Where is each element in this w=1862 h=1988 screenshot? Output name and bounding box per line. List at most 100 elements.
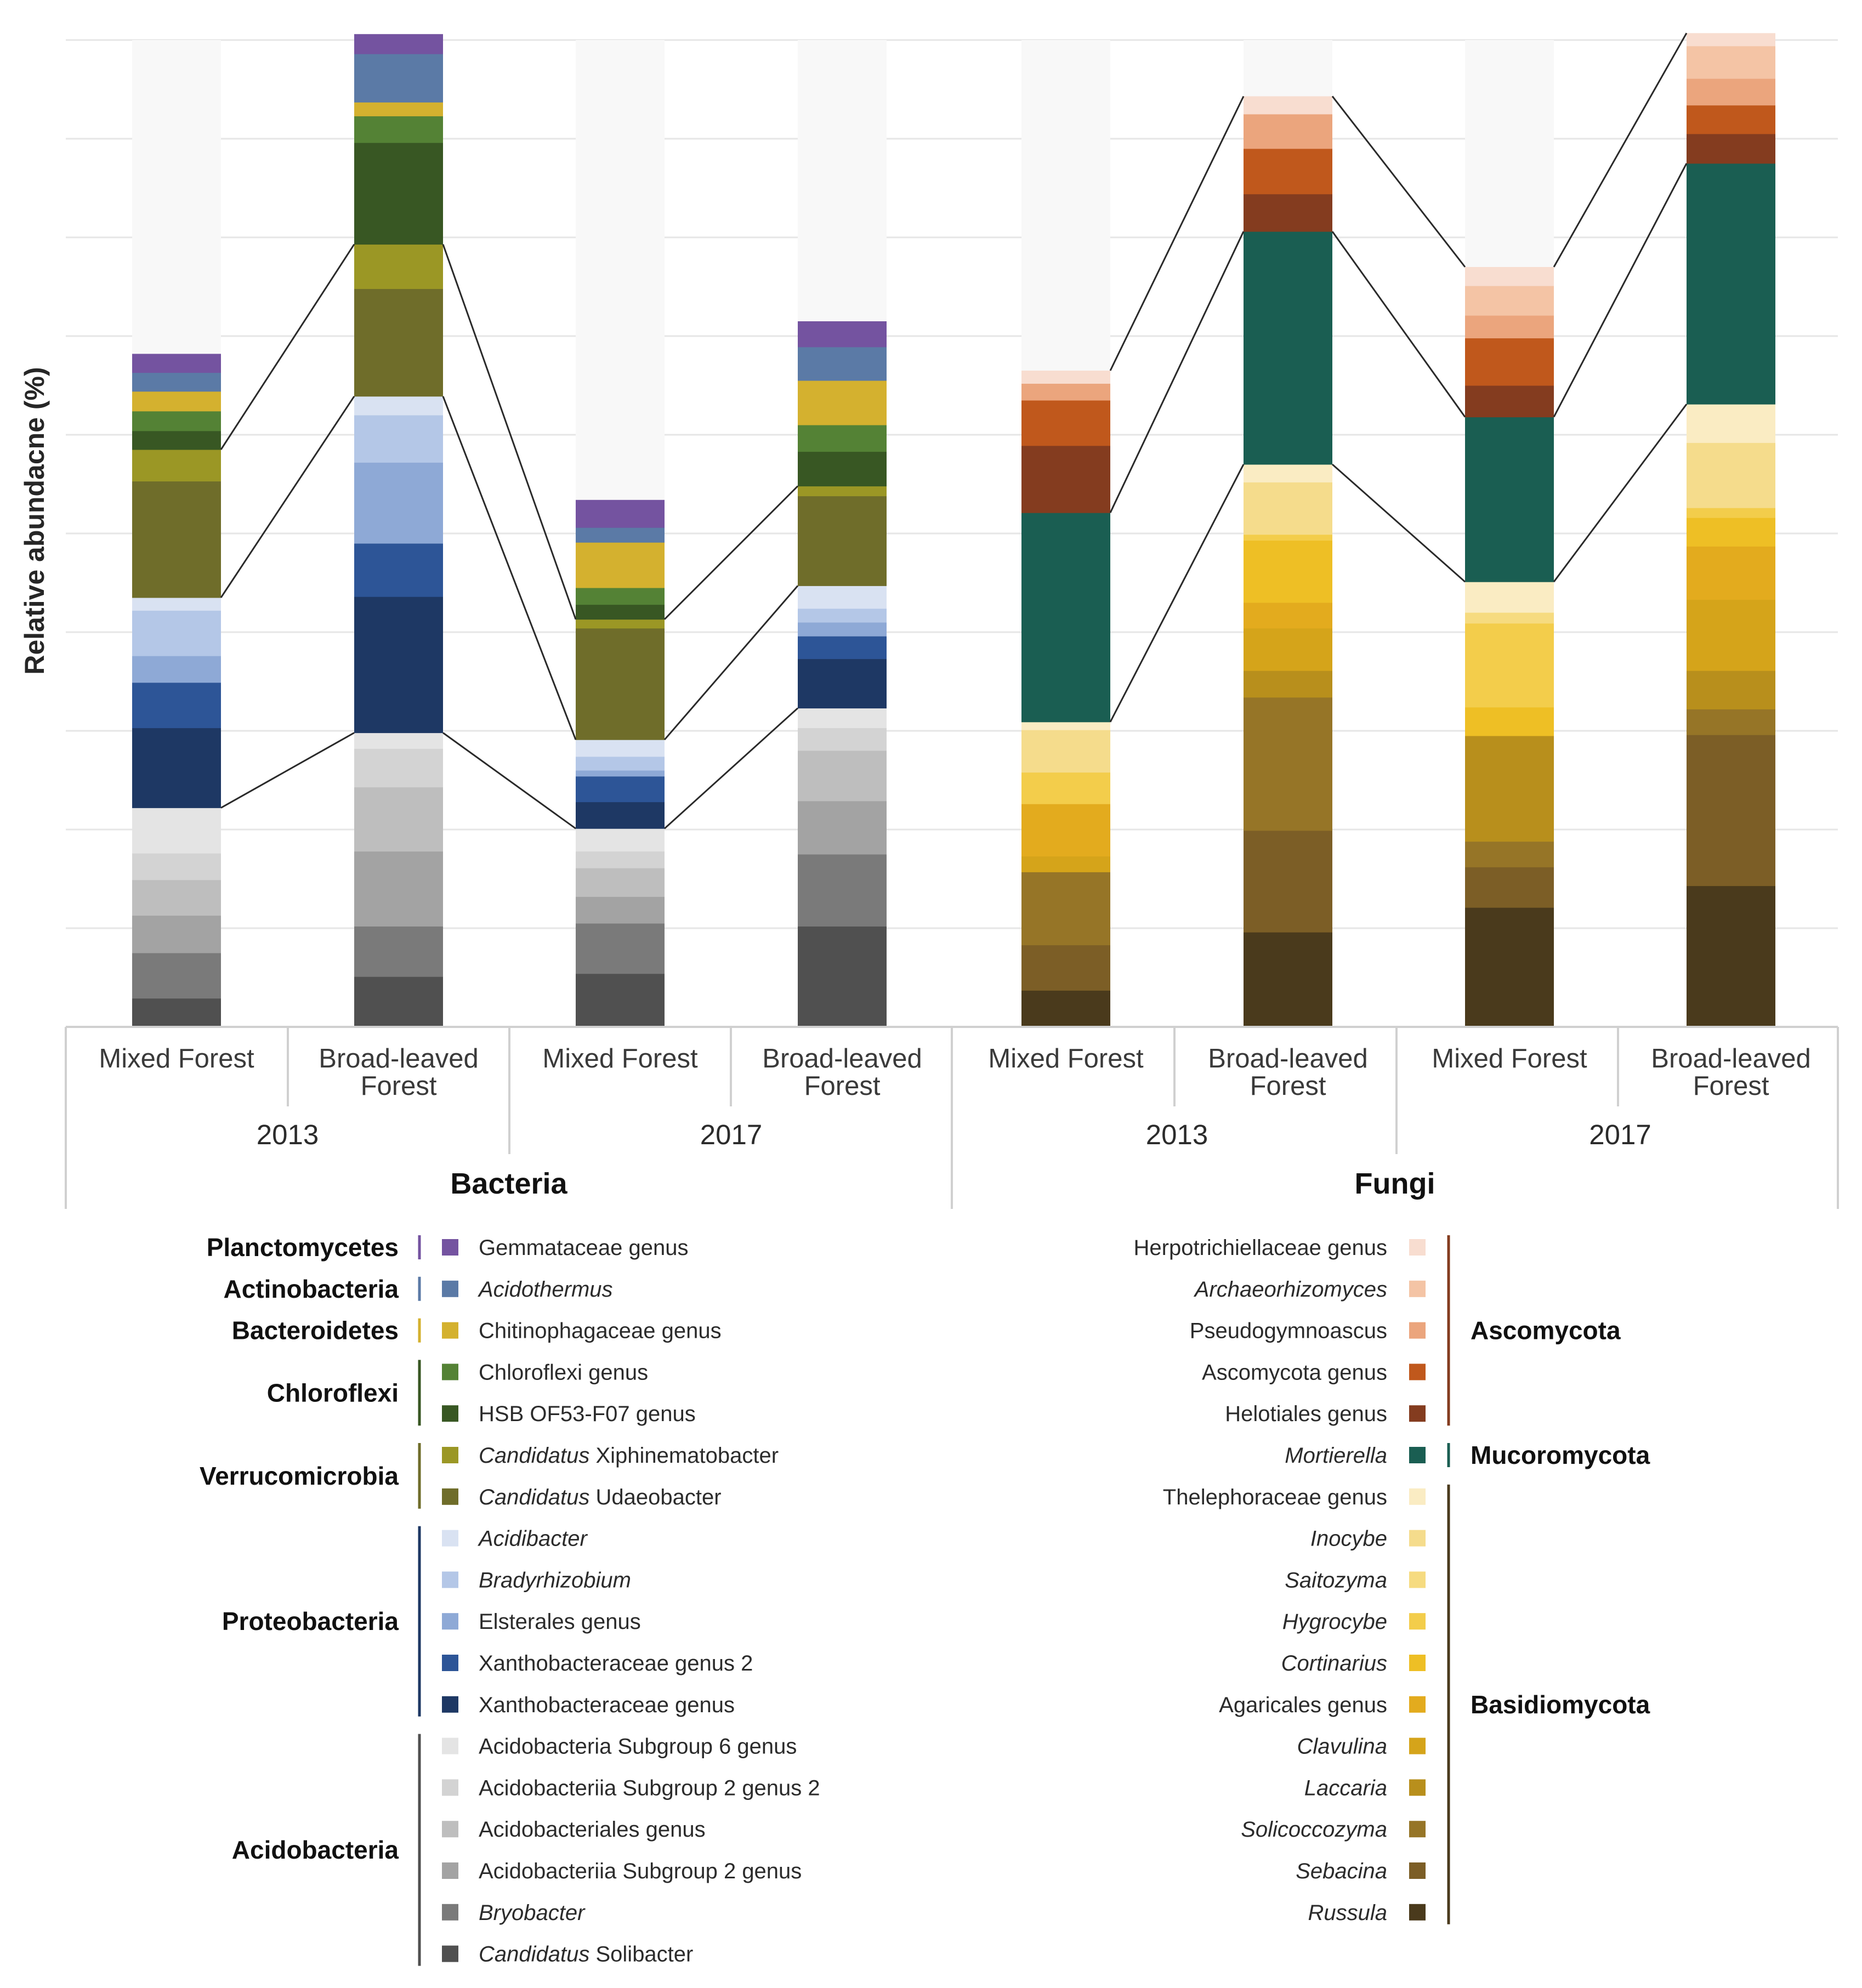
legend-label: Russula <box>1308 1901 1387 1925</box>
connector-line <box>442 244 577 620</box>
bar-segment-gemmataceae-genus <box>798 321 887 348</box>
bar-segment-mortierella <box>1687 163 1775 405</box>
legend-label: Candidatus Udaeobacter <box>479 1485 722 1509</box>
legend-swatch-archaeorhizomyces <box>1409 1280 1426 1297</box>
legend-label: Acidobacteria Subgroup 6 genus <box>479 1735 797 1759</box>
legend-label: Thelephoraceae genus <box>1163 1485 1387 1509</box>
bar-segment-thelephoraceae-genus <box>1244 464 1332 482</box>
legend-label: Candidatus Xiphinematobacter <box>479 1444 779 1468</box>
bar-segment-acidibacter <box>798 586 887 609</box>
bar-segment-inocybe <box>1021 730 1110 773</box>
bar-segment-hygrocybe <box>1465 623 1554 708</box>
connector-line <box>1109 231 1245 513</box>
x-tick-label: Forest <box>1693 1071 1769 1101</box>
bar-segment-solicoccozyma <box>1465 841 1554 867</box>
bar-segment-cortinarius <box>1465 707 1554 736</box>
connector-line <box>1553 404 1688 583</box>
bar-segment-acidobacteriia-subgroup-2-genus-2 <box>576 851 665 868</box>
legend-swatch-gemmataceae-genus <box>442 1239 458 1256</box>
bar-segment-candidatus-solibacter <box>798 926 887 1027</box>
legend-swatch-agaricales-genus <box>1409 1696 1426 1713</box>
bar-segment-agaricales-genus <box>1687 546 1775 600</box>
year-label: 2013 <box>257 1119 319 1150</box>
gridlines <box>66 39 1838 1028</box>
legend-label: Helotiales genus <box>1225 1402 1387 1426</box>
bar-segment-pseudogymnoascus <box>1687 78 1775 106</box>
connector-line <box>220 243 355 450</box>
bar-segment-xanthobacteraceae-genus-2 <box>354 543 443 597</box>
bars <box>132 33 1775 1027</box>
legend-label: Bradyrhizobium <box>479 1568 631 1592</box>
bar-segment-cortinarius <box>1244 540 1332 603</box>
bar-segment-acidibacter <box>132 598 221 611</box>
bar-segment-pseudogymnoascus <box>1021 383 1110 401</box>
y-axis-label: Relative abundacne (%) <box>19 367 50 674</box>
bar-segment-acidobacteriia-subgroup-2-genus <box>576 896 665 924</box>
legend-label: Laccaria <box>1304 1776 1387 1800</box>
bar-segment-candidatus-udaeobacter <box>798 496 887 586</box>
bar-segment-thelephoraceae-genus <box>1021 722 1110 730</box>
bar-segment-sebacina <box>1021 945 1110 991</box>
bar-segment-acidobacteriales-genus <box>576 868 665 897</box>
bar-segment-agaricales-genus <box>1021 804 1110 857</box>
bar-segment-solicoccozyma <box>1021 872 1110 946</box>
legend-swatch-inocybe <box>1409 1530 1426 1547</box>
phylum-label: Actinobacteria <box>223 1275 399 1303</box>
bar-segment-solicoccozyma <box>1244 697 1332 831</box>
bar-segment-acidothermus <box>354 54 443 103</box>
bar-segment-laccaria <box>1687 671 1775 709</box>
phylum-label: Verrucomicrobia <box>200 1462 399 1490</box>
legend-swatch-ascomycota-genus <box>1409 1364 1426 1381</box>
bar-segment-archaeorhizomyces <box>1465 286 1554 316</box>
legend-swatch-bradyrhizobium <box>442 1571 458 1588</box>
bar-segment-hsb-of53-f07-genus <box>798 451 887 487</box>
bar-segment-ascomycota-genus <box>1687 105 1775 134</box>
phylum-label: Proteobacteria <box>222 1607 399 1635</box>
bar-segment-acidobacteria-subgroup-6-genus <box>798 708 887 729</box>
legend-swatch-bryobacter <box>442 1904 458 1921</box>
bar-segment-solicoccozyma <box>1687 709 1775 735</box>
bar-segment-agaricales-genus <box>1244 603 1332 629</box>
bar-segment-herpotrichiellaceae-genus <box>1687 33 1775 47</box>
connector-line <box>1109 464 1245 723</box>
legend-swatch-herpotrichiellaceae-genus <box>1409 1239 1426 1256</box>
bar-segment-cortinarius <box>1687 518 1775 547</box>
legend-label: Clavulina <box>1297 1735 1387 1759</box>
legend-label: Acidibacter <box>478 1527 588 1551</box>
bar-segment-sebacina <box>1687 735 1775 887</box>
legend-label: Acidobacteriia Subgroup 2 genus 2 <box>479 1776 820 1800</box>
legend-label: Ascomycota genus <box>1202 1360 1387 1384</box>
bar-segment-acidobacteria-subgroup-6-genus <box>132 808 221 854</box>
legend-label: Solicoccozyma <box>1241 1817 1387 1842</box>
legend-swatch-acidobacteriales-genus <box>442 1821 458 1838</box>
bar-segment-chloroflexi-genus <box>132 411 221 431</box>
bar-segment-sebacina <box>1465 867 1554 908</box>
bar-segment-elsterales-genus <box>798 622 887 637</box>
legend-swatch-sebacina <box>1409 1862 1426 1879</box>
connector-line <box>663 707 799 830</box>
legend-swatch-mortierella <box>1409 1447 1426 1463</box>
x-tick-label: Forest <box>804 1071 881 1101</box>
bar-segment-herpotrichiellaceae-genus <box>1465 267 1554 286</box>
bar-segment-thelephoraceae-genus <box>1687 404 1775 443</box>
bar-segment-helotiales-genus <box>1465 385 1554 418</box>
legend-swatch-laccaria <box>1409 1779 1426 1796</box>
bar-segment-elsterales-genus <box>132 656 221 683</box>
connector-line <box>1331 95 1466 268</box>
connector-line <box>220 395 355 598</box>
bar-segment-chitinophagaceae-genus <box>354 102 443 117</box>
domain-label: Fungi <box>1355 1167 1435 1200</box>
x-tick-label: Broad-leaved <box>319 1044 478 1073</box>
bar-segment-bradyrhizobium <box>798 608 887 623</box>
legend-label: Acidobacteriales genus <box>479 1817 706 1842</box>
bar-segment-laccaria <box>1465 736 1554 842</box>
bar-segment-candidatus-udaeobacter <box>132 481 221 598</box>
connector-line <box>663 485 799 620</box>
bar-segment-chloroflexi-genus <box>354 116 443 143</box>
bar-segment-candidatus-solibacter <box>354 976 443 1027</box>
legend-label: Archaeorhizomyces <box>1194 1277 1387 1302</box>
legend-swatch-pseudogymnoascus <box>1409 1322 1426 1339</box>
legend-swatch-acidobacteria-subgroup-6-genus <box>442 1737 458 1754</box>
legend-label: Acidothermus <box>478 1277 613 1302</box>
connector-line <box>442 732 576 830</box>
